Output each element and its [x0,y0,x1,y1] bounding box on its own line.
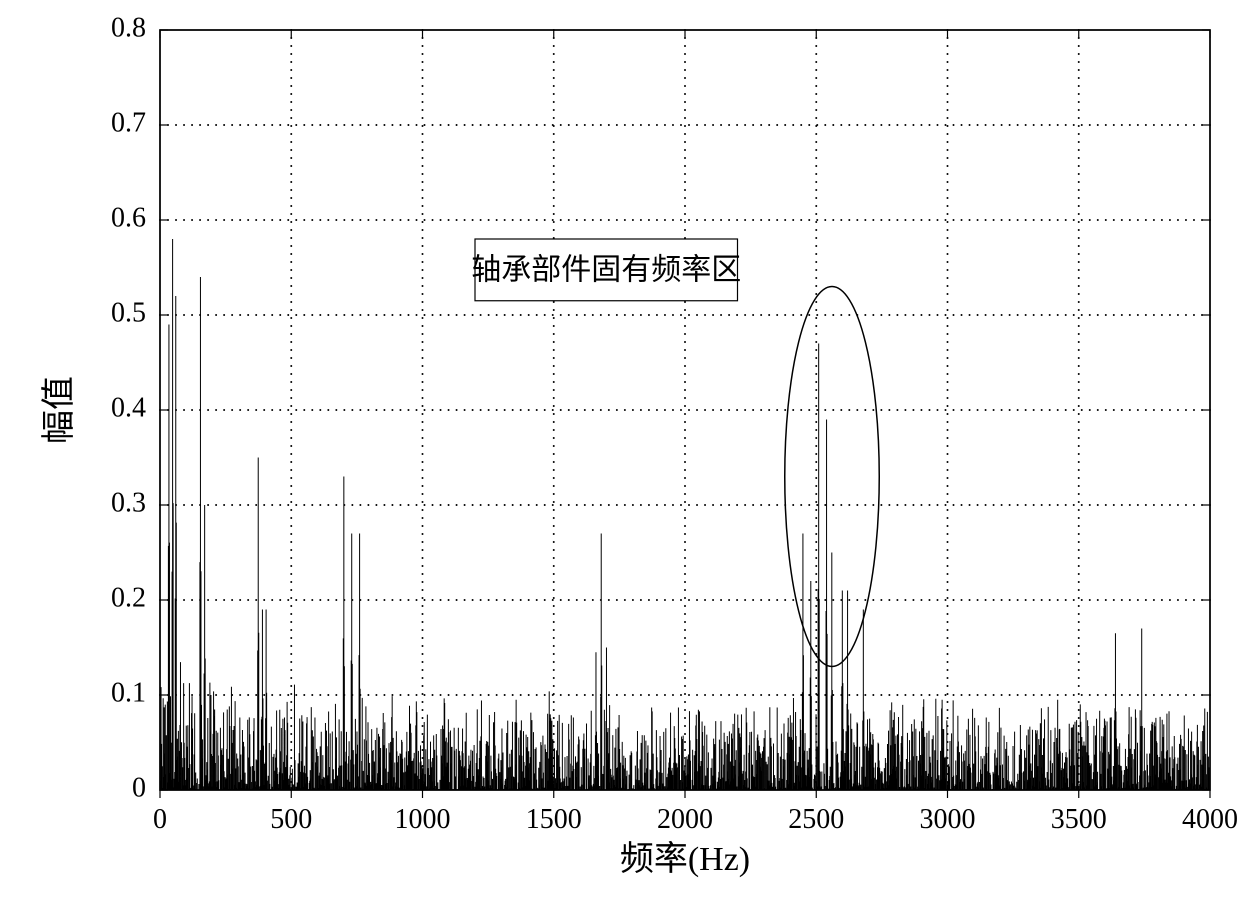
ytick-label: 0.5 [111,297,146,328]
xtick-label: 2500 [788,804,844,835]
xtick-label: 3500 [1051,804,1107,835]
y-axis-label: 幅值 [40,376,78,444]
ytick-label: 0.1 [111,677,146,708]
chart-svg: 轴承部件固有频率区 0 500 1000 1500 2000 2500 3000 3500 400… [0,0,1240,908]
xtick-label: 2000 [657,804,713,835]
annotation-text: 轴承部件固有频率区 [471,253,741,286]
spectrum-chart: 轴承部件固有频率区 0 500 1000 1500 2000 2500 3000 3500 400… [0,0,1240,908]
ytick-label: 0.7 [111,107,146,138]
xtick-label: 500 [270,804,312,835]
xtick-label: 1000 [395,804,451,835]
xtick-label: 3000 [920,804,976,835]
ytick-label: 0.3 [111,487,146,518]
ytick-label: 0.2 [111,582,146,613]
ytick-label: 0 [132,772,146,803]
xtick-label: 1500 [526,804,582,835]
ytick-label: 0.6 [111,202,146,233]
ytick-label: 0.8 [111,12,146,43]
xtick-label: 0 [153,804,167,835]
ytick-label: 0.4 [111,392,146,423]
x-axis-label: 频率(Hz) [620,840,750,878]
xtick-label: 4000 [1182,804,1238,835]
